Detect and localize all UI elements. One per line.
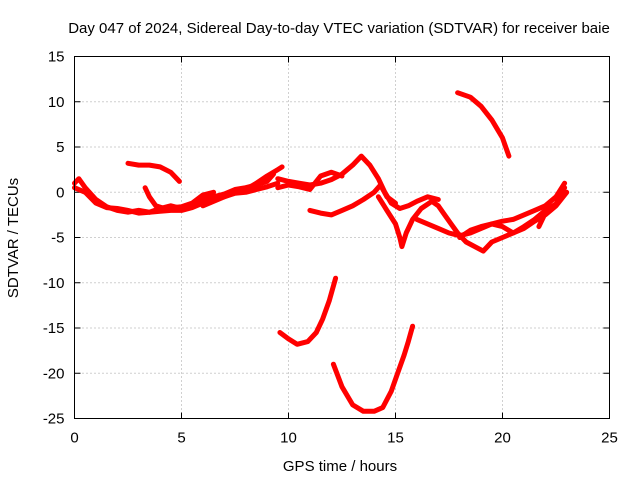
y-tick-label: -5 — [51, 230, 64, 247]
x-tick-label: 5 — [177, 430, 185, 447]
x-tick-label: 0 — [70, 430, 78, 447]
y-tick-label: 5 — [56, 139, 64, 156]
plot-frame — [74, 56, 610, 419]
data-series-arc-13 — [277, 275, 339, 347]
chart-title: Day 047 of 2024, Sidereal Day-to-day VTE… — [68, 20, 610, 37]
data-series-arc-7 — [275, 169, 345, 192]
x-tick-label: 15 — [387, 430, 404, 447]
data-series-arc-3 — [125, 160, 182, 184]
y-tick-label: -10 — [43, 275, 65, 292]
data-series-arc-11 — [457, 189, 570, 240]
x-tick-label: 10 — [280, 430, 297, 447]
data-series-arc-4 — [142, 185, 217, 211]
y-tick-label: -25 — [43, 411, 65, 428]
data-series-arc-15 — [536, 203, 550, 230]
data-series-arc-12 — [455, 90, 512, 159]
y-tick-label: 15 — [48, 49, 65, 66]
data-series-arc-14 — [330, 323, 416, 414]
y-tick-label: -20 — [43, 365, 65, 382]
data-series-arc-8 — [307, 182, 398, 218]
data-series-arc-5 — [200, 164, 285, 209]
data-series-arc-6 — [275, 153, 441, 211]
y-tick-label: 0 — [56, 184, 64, 201]
y-axis-label: SDTVAR / TECUs — [5, 178, 22, 298]
data-traces — [72, 90, 570, 414]
y-tick-label: 10 — [48, 94, 65, 111]
x-tick-label: 20 — [494, 430, 511, 447]
grid-lines — [74, 56, 610, 419]
x-tick-label: 25 — [601, 430, 618, 447]
y-tick-label: -15 — [43, 320, 65, 337]
x-axis-label: GPS time / hours — [283, 458, 397, 475]
axis-ticks: 0 5 10 15 20 25 -25 -20 -15 -10 -5 0 5 10 15 — [43, 49, 618, 447]
